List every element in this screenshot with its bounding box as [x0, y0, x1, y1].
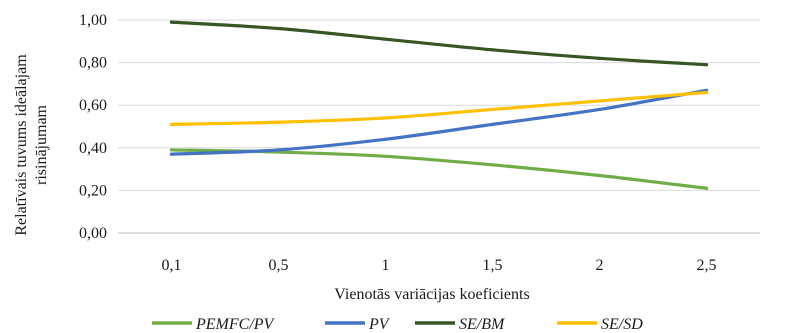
- x-axis-ticks: 0,1 0,5 1 1,5 2 2,5: [162, 257, 717, 274]
- y-axis-title-line-2: risinājumam: [33, 104, 50, 185]
- y-tick-label: 0,80: [79, 55, 107, 72]
- x-tick-label: 2,5: [697, 257, 717, 274]
- x-tick-label: 1,5: [483, 257, 503, 274]
- data-point: [490, 122, 495, 126]
- series-line-pemfc-pv: [169, 148, 709, 190]
- data-point: [704, 90, 709, 95]
- data-point: [383, 37, 388, 41]
- x-axis-title: Vienotās variācijas koeficients: [334, 286, 529, 303]
- data-point: [276, 148, 281, 152]
- data-point: [597, 173, 602, 178]
- series-lines: [169, 20, 709, 190]
- y-tick-label: 0,60: [79, 97, 107, 114]
- series-line-pv: [169, 88, 709, 156]
- data-point: [704, 186, 709, 190]
- series-line-se-bm: [169, 20, 709, 67]
- x-tick-label: 0,1: [162, 257, 182, 274]
- data-point: [490, 48, 495, 52]
- data-point: [169, 148, 174, 152]
- data-point: [169, 152, 174, 156]
- data-point: [169, 122, 174, 126]
- y-tick-label: 0,00: [79, 225, 107, 242]
- y-tick-label: 0,40: [79, 140, 107, 157]
- data-point: [490, 163, 495, 167]
- y-tick-label: 0,20: [79, 182, 107, 199]
- legend-label: SE/BM: [459, 316, 506, 333]
- data-point: [169, 20, 174, 24]
- data-point: [597, 56, 602, 60]
- y-axis-title-line-1: Relatīvais tuvums ideālajam: [13, 54, 30, 236]
- data-point: [597, 107, 602, 112]
- y-tick-label: 1,00: [79, 12, 107, 29]
- legend-item: PV: [325, 316, 391, 333]
- gridlines: [118, 19, 760, 234]
- legend-label: PEMFC/PV: [195, 316, 276, 333]
- data-point: [276, 120, 281, 124]
- data-point: [383, 154, 388, 158]
- legend: PEMFC/PV PV SE/BM SE/SD: [152, 316, 643, 333]
- legend-item: SE/SD: [557, 316, 643, 333]
- x-tick-label: 0,5: [269, 257, 289, 274]
- legend-item: PEMFC/PV: [152, 316, 276, 333]
- y-axis-ticks: 0,00 0,20 0,40 0,60 0,80 1,00: [79, 12, 107, 242]
- legend-label: PV: [368, 316, 391, 333]
- x-tick-label: 2: [596, 257, 604, 274]
- x-tick-label: 1: [382, 257, 390, 274]
- data-point: [276, 26, 281, 31]
- data-point: [704, 63, 709, 67]
- data-point: [383, 137, 388, 141]
- series-line-se-sd: [169, 90, 709, 126]
- legend-item: SE/BM: [415, 316, 506, 333]
- legend-label: SE/SD: [601, 316, 643, 333]
- data-point: [490, 107, 495, 112]
- data-point: [597, 99, 602, 103]
- data-point: [383, 116, 388, 120]
